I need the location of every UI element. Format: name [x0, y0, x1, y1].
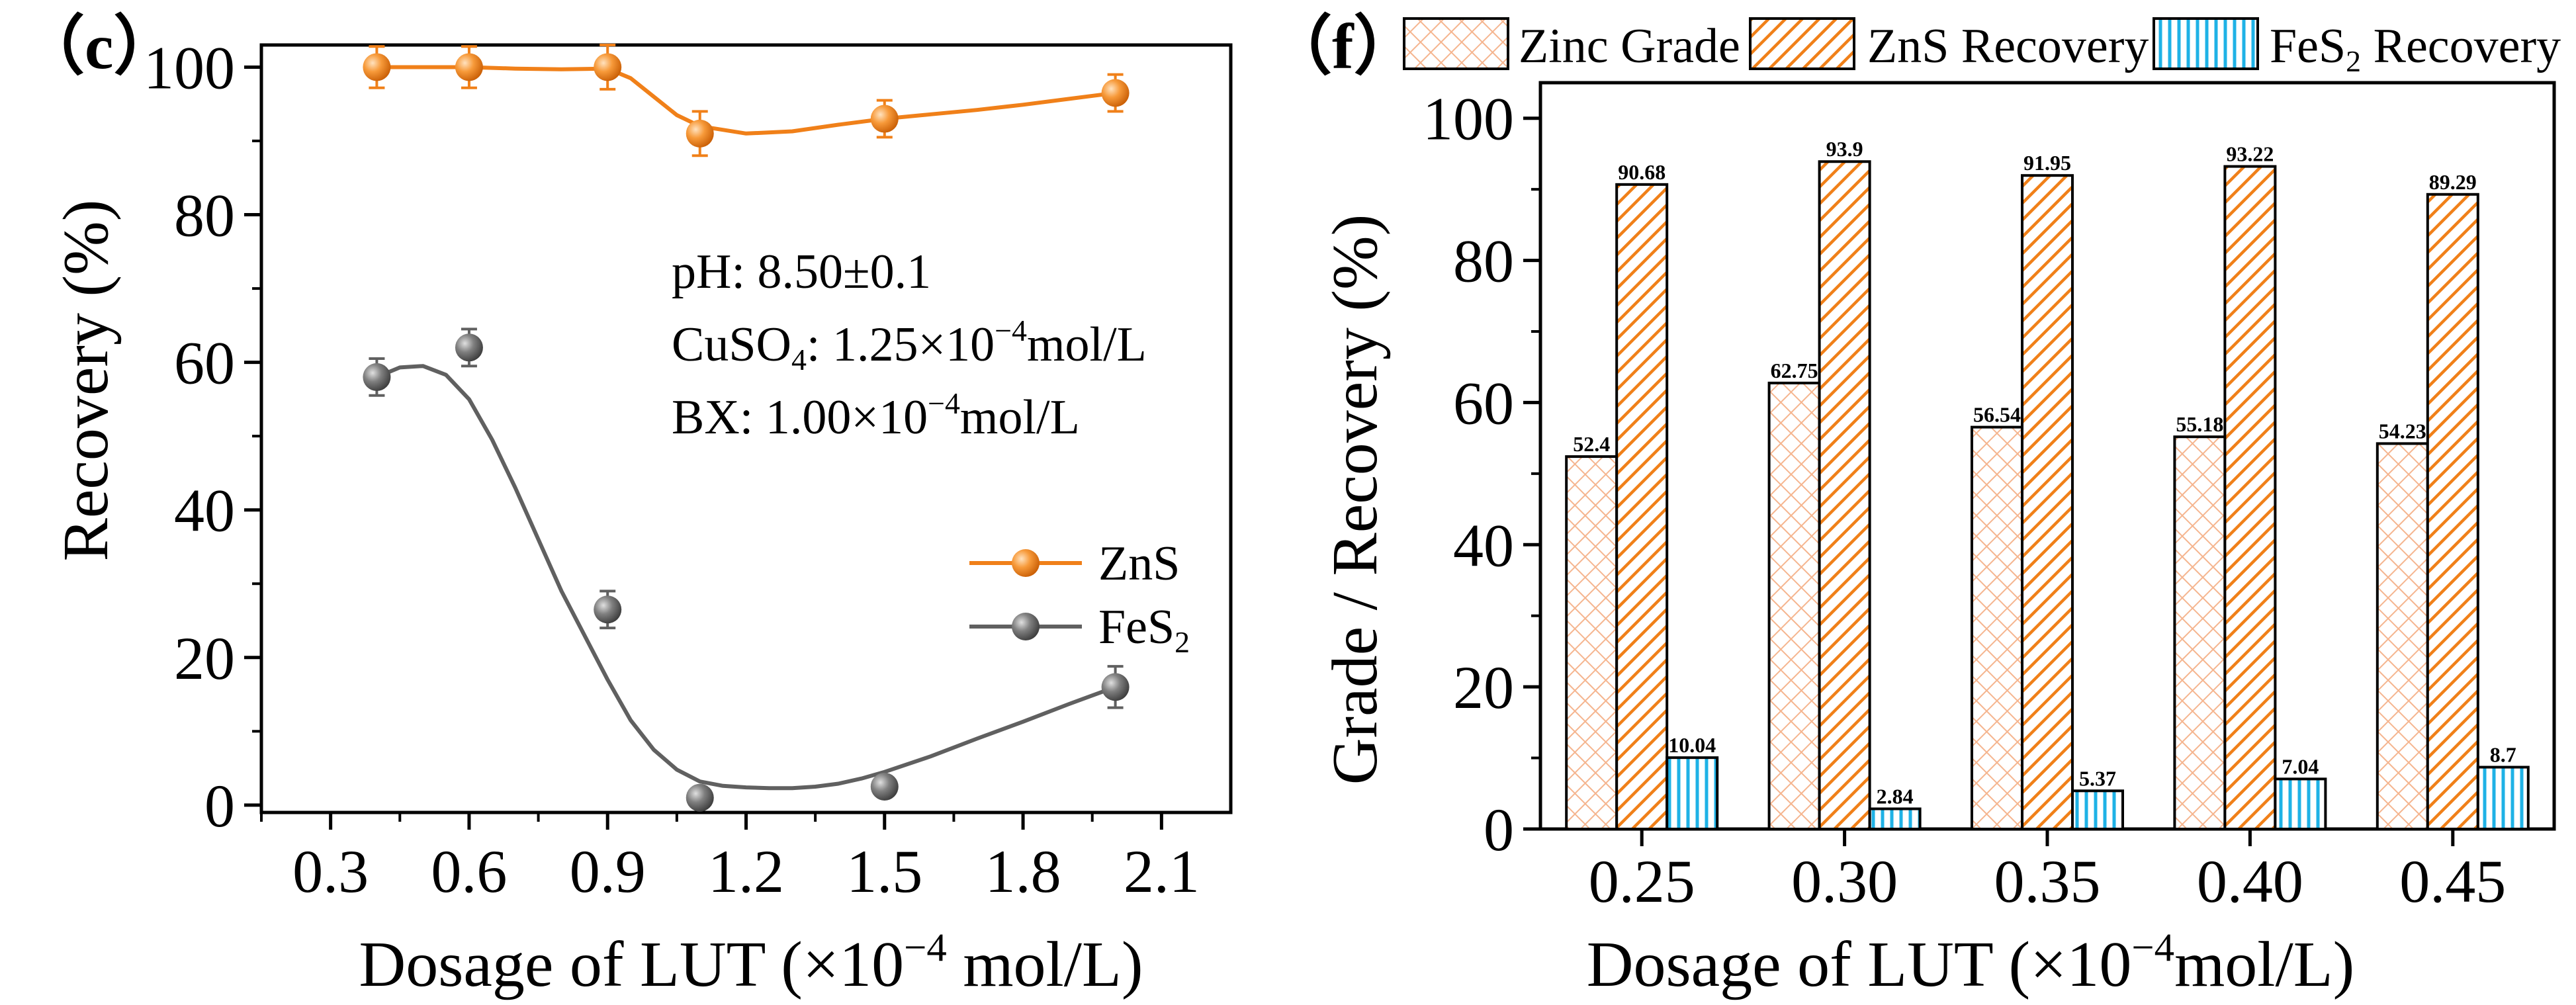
legend-marker-fes2 — [1012, 613, 1040, 640]
bar-zns-recovery — [1615, 183, 1669, 830]
bar-zinc-grade — [1565, 455, 1619, 830]
x-tick-label: 0.35 — [1994, 848, 2101, 915]
line-chart-panel: （c） 0 20 40 60 80 100 0.3 0.6 0.9 1.2 1.5 1.8 2.1 p… — [20, 11, 1233, 1000]
bar-fes2-recovery — [1868, 807, 1922, 830]
data-point-fes2 — [686, 783, 714, 812]
data-points — [363, 44, 1130, 812]
legend-label-zinc-grade: Zinc Grade — [1519, 19, 1740, 73]
data-point-zns — [686, 119, 714, 148]
legend-label-fes2-recovery: FeS2 Recovery — [2270, 19, 2561, 78]
data-label: 10.04 — [1668, 733, 1716, 757]
y-tick-label: 80 — [174, 182, 235, 249]
legend-swatch-zinc-grade — [1403, 17, 1509, 70]
bar-zns-recovery — [2426, 193, 2479, 831]
x-tick-label: 0.30 — [1791, 848, 1898, 915]
data-point-fes2 — [594, 595, 622, 624]
legend-label-fes2: FeS2 — [1098, 600, 1190, 659]
data-label: 2.84 — [1877, 784, 1914, 808]
data-point-fes2 — [363, 363, 391, 391]
data-point-zns — [1101, 79, 1130, 107]
x-axis-ticks: 0.25 0.30 0.35 0.40 0.45 — [1589, 829, 2506, 915]
bar-fes2-recovery — [2071, 789, 2124, 831]
y-axis-ticks: 0 20 40 60 80 100 — [1423, 85, 1540, 863]
x-tick-label: 1.2 — [708, 838, 784, 905]
bar-zns-recovery — [2223, 165, 2277, 831]
bar-zinc-grade — [2173, 435, 2227, 830]
x-tick-label: 0.25 — [1589, 848, 1695, 915]
y-axis-label: Grade / Recovery (%) — [1319, 214, 1391, 785]
legend: Zinc Grade ZnS Recovery FeS2 Recovery — [1403, 17, 2561, 78]
x-tick-label: 2.1 — [1124, 838, 1200, 905]
legend-swatch-zns-recovery — [1749, 17, 1855, 70]
data-label: 62.75 — [1771, 359, 1818, 382]
x-tick-label: 0.45 — [2399, 848, 2506, 915]
legend-label-zns: ZnS — [1098, 537, 1180, 591]
legend-label-zns-recovery: ZnS Recovery — [1867, 19, 2149, 73]
data-point-zns — [870, 105, 899, 133]
x-axis-ticks: 0.3 0.6 0.9 1.2 1.5 1.8 2.1 — [260, 812, 1200, 905]
panel-label-c: （c） — [20, 11, 179, 83]
data-label: 7.04 — [2282, 754, 2319, 778]
y-tick-label: 100 — [1423, 85, 1514, 153]
bar-zns-recovery — [1818, 160, 1871, 830]
legend: ZnS FeS2 — [969, 537, 1190, 659]
bar-fes2-recovery — [2274, 777, 2327, 830]
x-tick-label: 1.8 — [985, 838, 1061, 905]
y-tick-label: 20 — [174, 625, 235, 692]
y-axis-label: Recovery (%) — [50, 200, 122, 562]
annotation-ph: pH: 8.50±0.1 — [672, 245, 931, 299]
bar-zinc-grade — [1971, 425, 2023, 830]
data-label: 55.18 — [2176, 412, 2223, 436]
panel-label-f: （f） — [1267, 11, 1419, 83]
y-tick-label: 60 — [174, 329, 235, 397]
annotation-cuso4: CuSO4: 1.25×10−4mol/L — [672, 314, 1147, 376]
data-label: 91.95 — [2023, 151, 2071, 175]
x-tick-label: 0.40 — [2197, 848, 2303, 915]
bar-fes2-recovery — [1666, 756, 1719, 831]
y-tick-label: 40 — [174, 477, 235, 545]
x-tick-label: 1.5 — [846, 838, 922, 905]
data-point-fes2 — [455, 333, 483, 362]
fit-curve-zns — [377, 65, 1116, 136]
bar-chart-panel: （f） Zinc Grade ZnS Recovery FeS2 Recover… — [1267, 11, 2561, 1000]
data-point-fes2 — [1101, 673, 1130, 701]
annotation-bx: BX: 1.00×10−4mol/L — [672, 386, 1080, 445]
bars: 52.4 90.68 10.04 62.75 93.9 2.84 56.54 91.95 5.3… — [1565, 137, 2530, 831]
data-label: 89.29 — [2429, 170, 2477, 194]
x-axis-label: Dosage of LUT (×10−4 mol/L) — [359, 926, 1143, 1000]
y-tick-label: 20 — [1453, 654, 1514, 721]
fit-curve-fes2 — [376, 364, 1116, 791]
data-label: 93.9 — [1826, 137, 1863, 161]
legend-swatch-fes2-recovery — [2153, 17, 2259, 70]
bar-zinc-grade — [1767, 381, 1821, 830]
x-tick-label: 0.9 — [570, 838, 646, 905]
data-label: 8.7 — [2490, 743, 2516, 767]
y-tick-label: 40 — [1453, 511, 1514, 579]
x-tick-label: 0.3 — [292, 838, 369, 905]
bar-zns-recovery — [2021, 174, 2074, 830]
y-tick-label: 0 — [204, 772, 235, 840]
bar-zinc-grade — [2376, 442, 2429, 830]
data-point-zns — [594, 53, 622, 81]
data-label: 5.37 — [2079, 766, 2116, 790]
data-label: 93.22 — [2226, 142, 2274, 166]
data-point-zns — [455, 53, 483, 81]
y-axis-ticks: 0 20 40 60 80 100 — [144, 34, 261, 840]
data-point-fes2 — [870, 772, 899, 801]
data-label: 56.54 — [1973, 403, 2021, 427]
y-tick-label: 60 — [1453, 369, 1514, 437]
y-tick-label: 0 — [1484, 796, 1514, 863]
x-tick-label: 0.6 — [431, 838, 507, 905]
x-axis-label: Dosage of LUT (×10−4mol/L) — [1587, 926, 2355, 1000]
legend-marker-zns — [1012, 549, 1040, 577]
data-point-zns — [363, 53, 391, 81]
data-label: 54.23 — [2379, 419, 2426, 443]
y-tick-label: 100 — [144, 34, 235, 101]
bar-fes2-recovery — [2476, 765, 2530, 830]
data-label: 90.68 — [1618, 160, 1666, 184]
y-tick-label: 80 — [1453, 228, 1514, 295]
data-label: 52.4 — [1573, 432, 1610, 456]
